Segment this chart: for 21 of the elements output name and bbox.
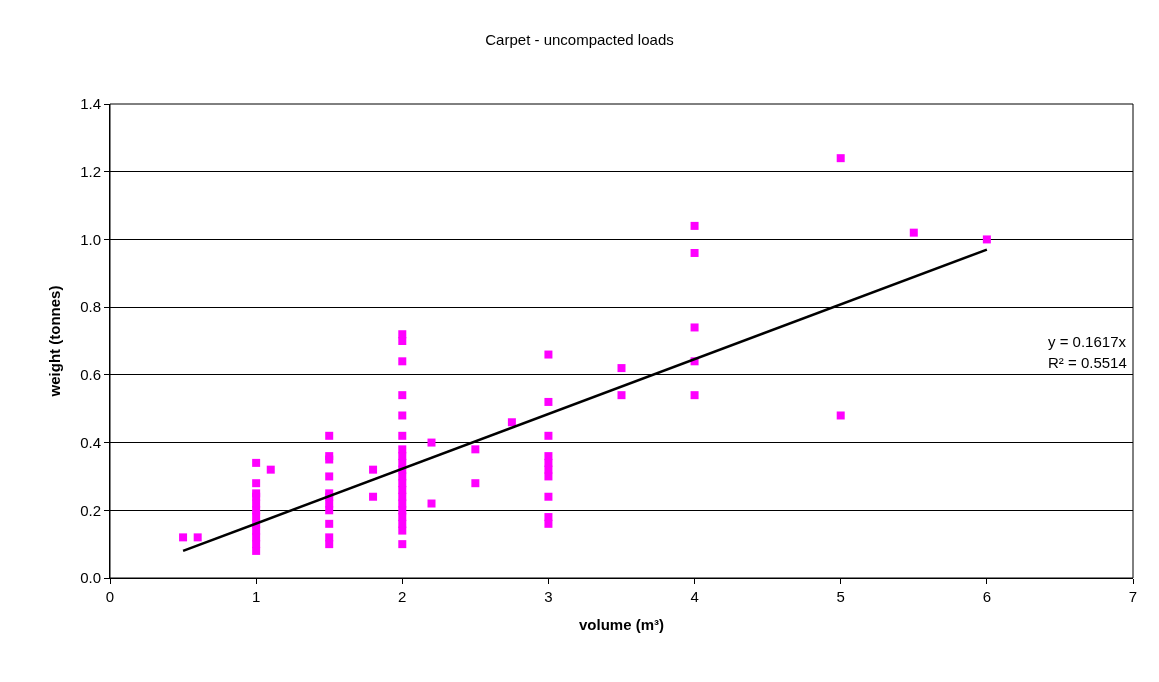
x-axis-title: volume (m³) [578, 616, 665, 633]
y-tick-label: 1.4 [80, 95, 101, 113]
x-tick-label: 5 [836, 588, 845, 605]
y-tick-label: 1.0 [80, 230, 101, 248]
x-tick-label: 4 [690, 588, 699, 605]
x-tick-label: 0 [105, 588, 115, 605]
y-tick-label: 0.0 [80, 569, 101, 587]
y-tick-label: 1.2 [80, 162, 101, 180]
chart-title: Carpet - uncompacted loads [485, 30, 674, 48]
x-tick-label: 1 [251, 588, 261, 605]
y-tick-label: 0.6 [80, 366, 101, 384]
y-tick-label: 0.4 [80, 433, 101, 451]
y-tick-label: 0.2 [80, 501, 101, 519]
annotation: R² = 0.5514 [1048, 354, 1127, 371]
x-tick-label: 6 [982, 588, 992, 605]
y-tick-label: 0.8 [80, 298, 101, 316]
annotation: y = 0.1617x [1048, 333, 1127, 350]
x-tick-label: 2 [398, 588, 407, 605]
x-tick-label: 7 [1128, 588, 1138, 605]
x-tick-label: 3 [544, 588, 553, 605]
y-axis-title: weight (tonnes) [46, 285, 64, 398]
